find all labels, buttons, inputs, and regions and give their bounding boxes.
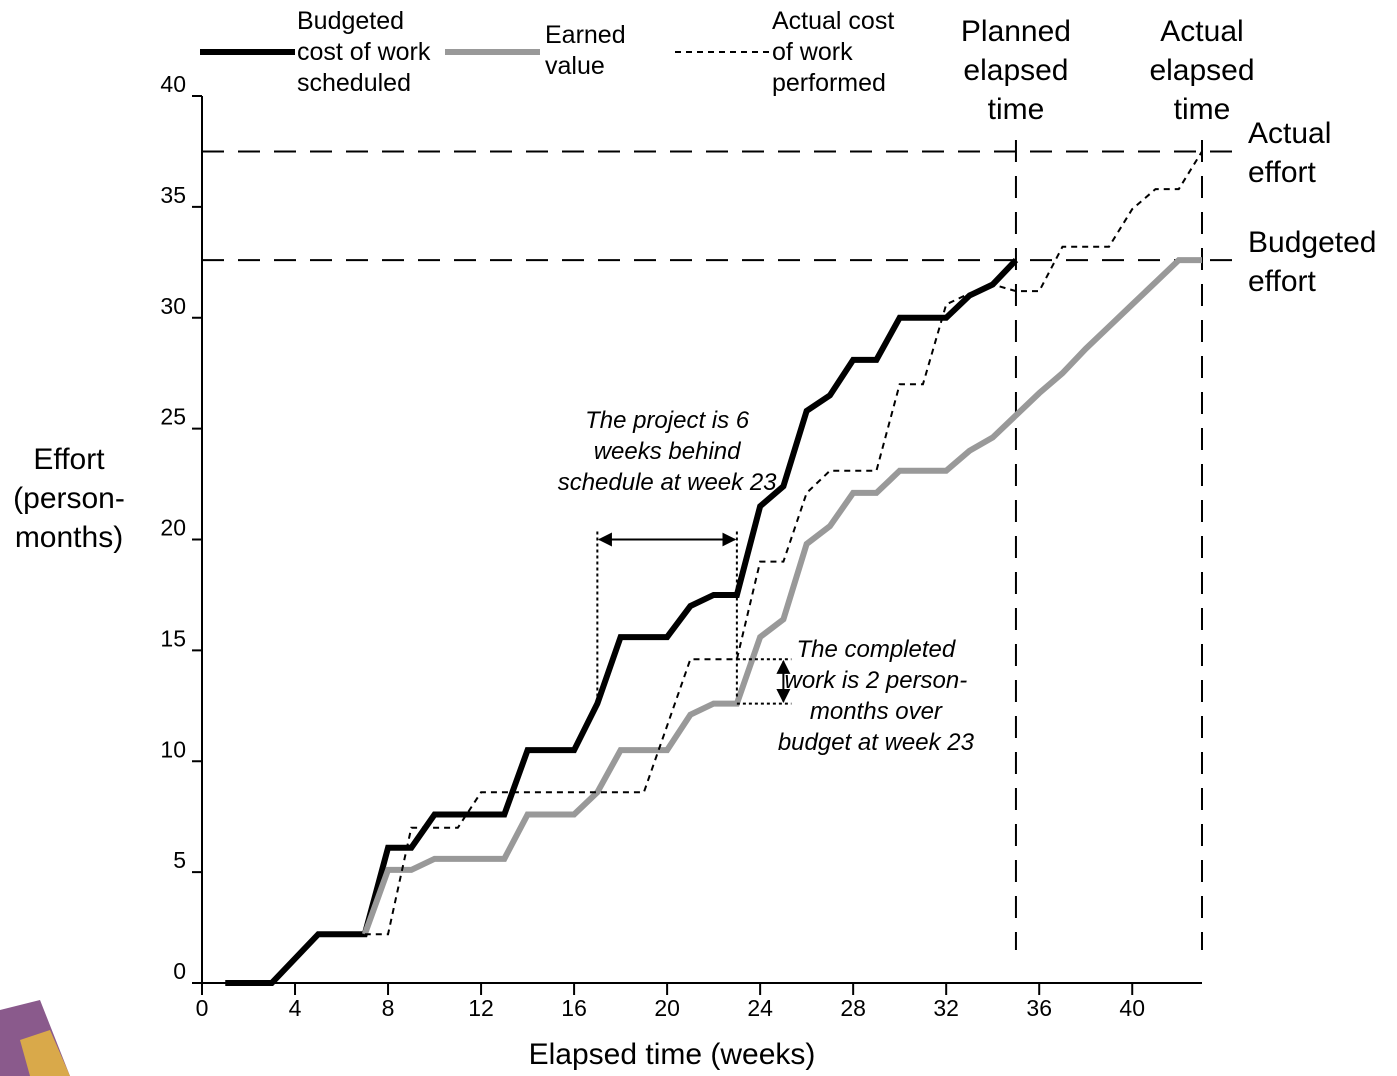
reference-label: Budgeted effort [1248,223,1388,301]
x-tick-label: 36 [1026,995,1052,1021]
x-tick-label: 20 [654,995,680,1021]
annotation-text: The completed work is 2 person-months ov… [773,634,978,758]
x-tick-label: 8 [382,995,395,1021]
x-tick-label: 12 [468,995,494,1021]
x-tick-label: 4 [289,995,302,1021]
legend-label: Budgeted cost of work scheduled [297,6,437,99]
vertical-line-label: Planned elapsed time [941,12,1091,129]
x-tick-label: 16 [561,995,587,1021]
y-tick-label: 25 [160,404,186,430]
annotation-text: The project is 6 weeks behind schedule a… [552,405,782,498]
x-tick-label: 32 [933,995,959,1021]
y-tick-label: 0 [173,958,186,984]
legend-label: Actual cost of work performed [772,6,912,99]
series-line [365,260,1202,934]
y-tick-label: 35 [160,182,186,208]
series-line [225,260,1016,983]
chart: 0 5 10 15 20 25 30 35 40 0 4 8 12 16 20 24 28 32 36 40 Elaps… [0,0,1397,1076]
vertical-line-label: Actual elapsed time [1127,12,1277,129]
x-tick-label: 28 [840,995,866,1021]
y-tick-label: 30 [160,293,186,319]
y-tick-label: 15 [160,625,186,651]
x-tick-label: 40 [1119,995,1145,1021]
x-axis-label: Elapsed time (weeks) [529,1038,816,1071]
x-tick-label: 24 [747,995,773,1021]
page: 0 5 10 15 20 25 30 35 40 0 4 8 12 16 20 24 28 32 36 40 Elaps… [0,0,1397,1076]
x-tick-label: 0 [196,995,209,1021]
y-tick-label: 40 [160,71,186,97]
y-tick-label: 5 [173,847,186,873]
y-axis-label: Effort (person-months) [0,440,138,557]
legend-label: Earned value [545,20,655,82]
y-tick-label: 20 [160,515,186,541]
y-tick-label: 10 [160,736,186,762]
